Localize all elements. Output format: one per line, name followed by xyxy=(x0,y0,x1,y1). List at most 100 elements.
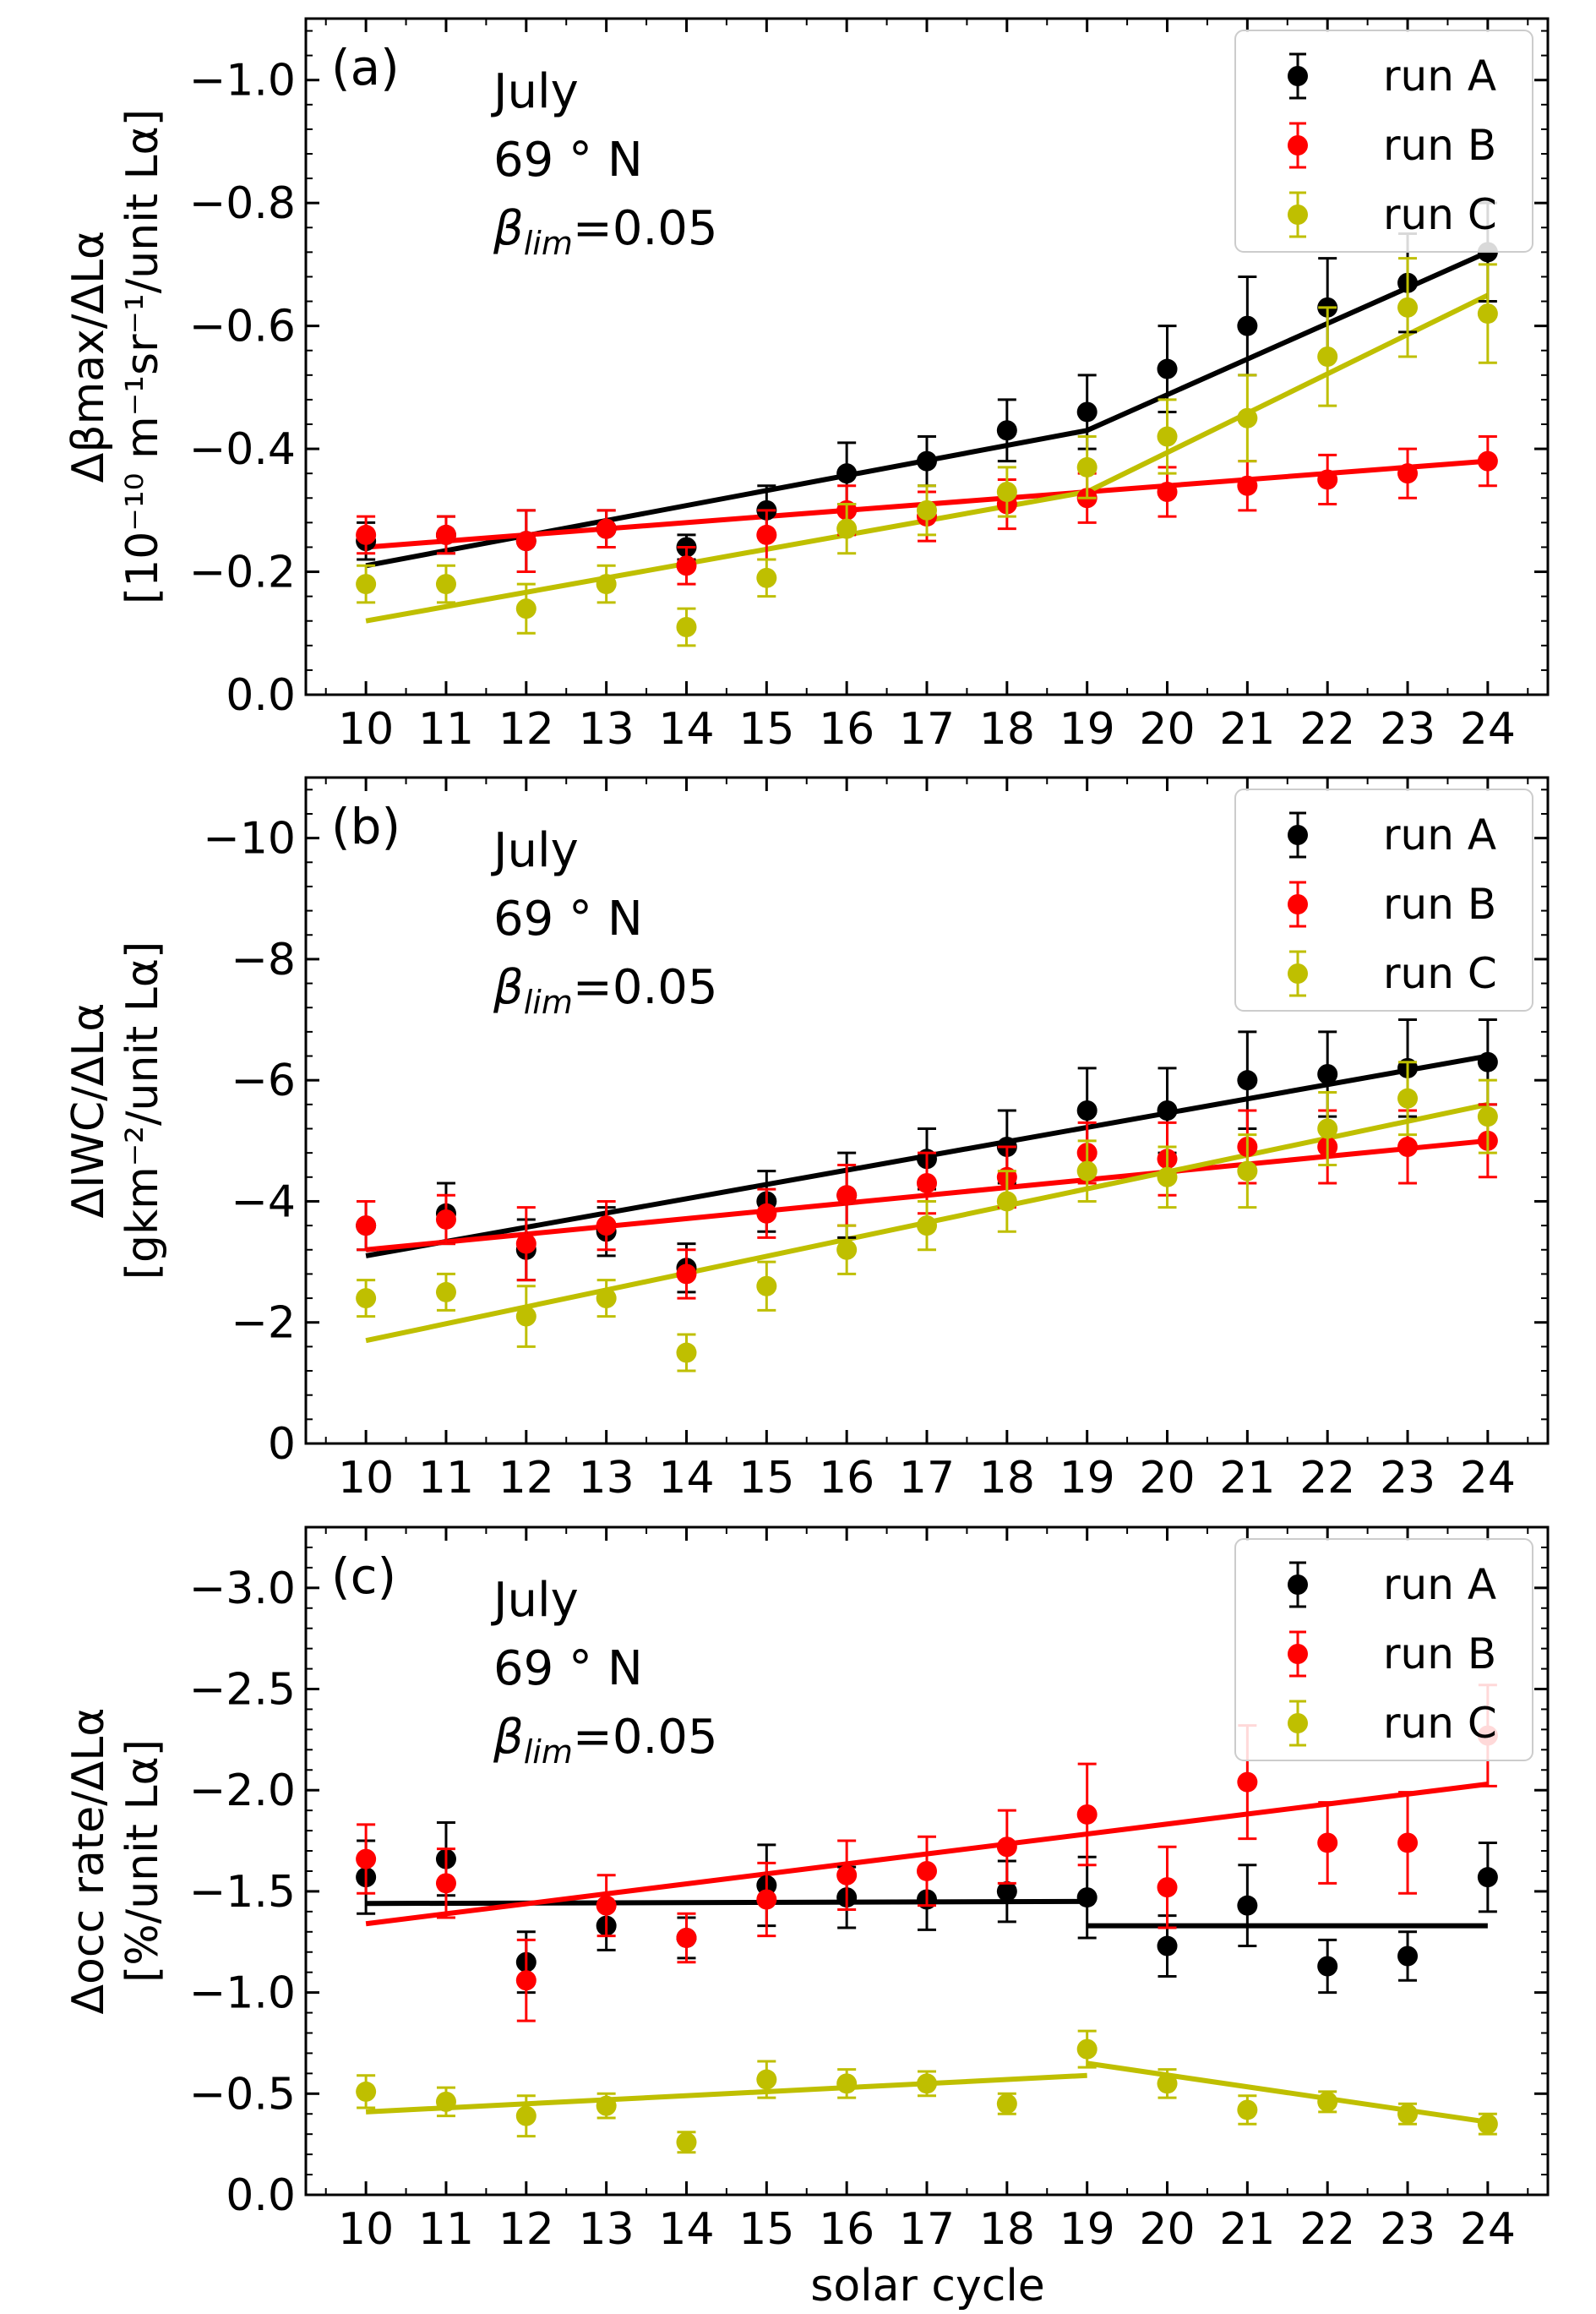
data-point xyxy=(676,1927,697,1948)
data-point xyxy=(1317,2091,1338,2112)
data-point xyxy=(515,598,537,619)
fit-line xyxy=(365,2072,1087,2115)
data-point xyxy=(1157,426,1178,447)
data-point xyxy=(1317,347,1338,367)
data-point xyxy=(515,1233,537,1254)
panel-1: 10 11 12 13 14 15 16 17 18 19 20 21 22 23 24 0.0 −0.2 −0.… xyxy=(63,17,1550,755)
x-tick-label: 15 xyxy=(738,704,794,755)
data-point xyxy=(756,524,777,545)
data-point xyxy=(1237,315,1258,336)
fit-line xyxy=(366,1898,1087,1907)
data-point xyxy=(996,420,1017,441)
data-point xyxy=(1157,1166,1178,1187)
data-point xyxy=(917,499,937,521)
data-point xyxy=(435,1873,456,1894)
data-point xyxy=(1157,358,1178,379)
data-point xyxy=(1317,469,1338,490)
legend-marker xyxy=(1288,135,1308,156)
data-point xyxy=(356,1215,377,1236)
legend-label: run C xyxy=(1383,190,1497,239)
x-tick-label: 20 xyxy=(1139,1453,1195,1504)
data-point xyxy=(756,567,777,588)
data-point xyxy=(1477,303,1498,325)
legend-label: run A xyxy=(1383,1560,1496,1609)
y-tick-label: −10 xyxy=(203,814,296,865)
data-point xyxy=(435,524,456,545)
data-point xyxy=(1076,456,1098,478)
panel-label: (c) xyxy=(331,1547,396,1605)
data-point xyxy=(1317,1118,1338,1139)
x-tick-label: 13 xyxy=(579,704,635,755)
data-point xyxy=(515,1970,537,1991)
data-point xyxy=(917,1172,937,1193)
data-point xyxy=(1237,475,1258,496)
data-point xyxy=(356,1848,377,1869)
x-tick-label: 19 xyxy=(1059,1453,1115,1504)
legend-marker xyxy=(1288,66,1308,86)
legend-box xyxy=(1234,789,1533,1012)
data-point xyxy=(515,1306,537,1327)
x-tick-label: 16 xyxy=(819,1453,874,1504)
data-point xyxy=(1237,407,1258,428)
data-point xyxy=(1317,1956,1338,1977)
annotation-latitude: 69 ° N xyxy=(493,1641,643,1696)
data-point xyxy=(996,2093,1017,2115)
data-point xyxy=(836,1185,858,1206)
y-axis-label-units: [10⁻¹⁰ m⁻¹sr⁻¹/unit Lα] xyxy=(117,109,168,604)
data-point xyxy=(1076,401,1098,423)
x-axis-label: solar cycle xyxy=(810,2261,1045,2311)
data-point xyxy=(356,1288,377,1309)
x-tick-label: 16 xyxy=(819,704,874,755)
annotation-month: July xyxy=(491,1573,579,1628)
y-tick-label: −0.6 xyxy=(189,302,296,352)
data-point xyxy=(1397,1088,1419,1109)
x-tick-label: 16 xyxy=(819,2204,874,2255)
y-tick-label: −1.0 xyxy=(189,56,296,106)
y-tick-label: −4 xyxy=(231,1176,296,1227)
data-point xyxy=(1076,2038,1098,2060)
x-tick-label: 14 xyxy=(658,704,714,755)
legend-marker xyxy=(1288,1575,1308,1595)
x-tick-label: 22 xyxy=(1299,1453,1355,1504)
y-tick-label: −2.0 xyxy=(189,1766,296,1816)
panel-label: (a) xyxy=(331,39,400,96)
data-point xyxy=(1076,1160,1098,1182)
panel-label: (b) xyxy=(331,798,400,855)
data-point xyxy=(435,2091,456,2112)
annotation-latitude: 69 ° N xyxy=(493,133,643,188)
x-tick-label: 22 xyxy=(1299,704,1355,755)
data-point xyxy=(435,574,456,595)
y-axis-label-units: [gkm⁻²/unit Lα] xyxy=(117,941,168,1280)
data-point xyxy=(1157,2073,1178,2094)
data-point xyxy=(356,2081,377,2102)
data-point xyxy=(596,518,617,539)
legend-label: run A xyxy=(1383,52,1496,101)
data-point xyxy=(1237,1160,1258,1182)
fit-line xyxy=(365,489,1088,624)
fit-line xyxy=(365,428,1088,569)
legend-label: run C xyxy=(1383,949,1497,998)
x-tick-label: 14 xyxy=(658,2204,714,2255)
x-tick-label: 18 xyxy=(979,1453,1035,1504)
x-tick-label: 11 xyxy=(418,704,474,755)
data-point xyxy=(756,1203,777,1224)
data-point xyxy=(596,574,617,595)
y-tick-label: 0.0 xyxy=(226,670,296,721)
annotation-latitude: 69 ° N xyxy=(493,892,643,947)
data-point xyxy=(596,1895,617,1916)
legend-marker xyxy=(1288,825,1308,845)
y-tick-label: −8 xyxy=(231,935,296,985)
x-tick-label: 15 xyxy=(738,1453,794,1504)
y-tick-label: −0.5 xyxy=(189,2069,296,2120)
data-point xyxy=(836,463,858,484)
annotation-month: July xyxy=(491,64,579,119)
x-tick-label: 11 xyxy=(418,2204,474,2255)
legend-marker xyxy=(1288,894,1308,914)
y-tick-label: 0 xyxy=(268,1419,296,1470)
legend-box xyxy=(1234,30,1533,253)
legend-label: run B xyxy=(1383,880,1496,929)
x-tick-label: 18 xyxy=(979,2204,1035,2255)
x-tick-label: 21 xyxy=(1219,2204,1275,2255)
data-point xyxy=(676,1342,697,1363)
